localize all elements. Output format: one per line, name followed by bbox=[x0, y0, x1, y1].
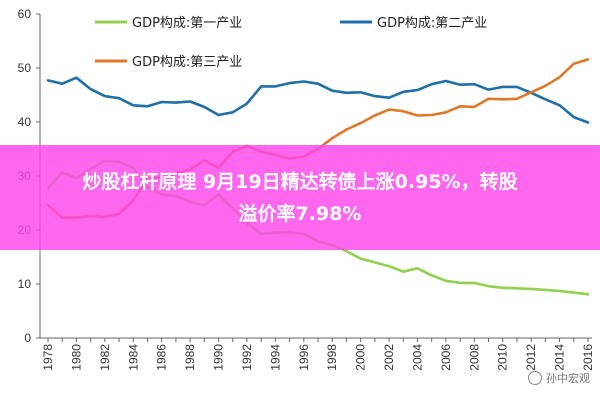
banner-line-1: 炒股杠杆原理 9月19日精达转债上涨0.95%，转股 bbox=[82, 170, 518, 193]
y-tick-label: 10 bbox=[18, 277, 32, 291]
wechat-icon bbox=[528, 371, 542, 385]
x-tick-label: 2006 bbox=[439, 344, 453, 371]
overlay-banner[interactable]: 炒股杠杆原理 9月19日精达转债上涨0.95%，转股 溢价率7.98% bbox=[0, 145, 600, 250]
legend-label: GDP构成:第二产业 bbox=[377, 16, 487, 31]
x-tick-label: 1994 bbox=[268, 344, 282, 371]
x-tick-label: 1978 bbox=[41, 344, 55, 371]
x-tick-label: 1990 bbox=[212, 344, 226, 371]
x-tick-label: 2012 bbox=[524, 344, 538, 371]
y-tick-label: 40 bbox=[18, 115, 32, 129]
y-tick-label: 50 bbox=[18, 61, 32, 75]
legend-label: GDP构成:第三产业 bbox=[132, 55, 242, 70]
x-tick-label: 2014 bbox=[553, 344, 567, 371]
y-tick-label: 60 bbox=[18, 7, 32, 21]
x-tick-label: 1982 bbox=[98, 344, 112, 371]
legend: GDP构成:第一产业 GDP构成:第二产业 GDP构成:第三产业 bbox=[95, 16, 487, 70]
y-tick-label: 0 bbox=[24, 331, 31, 345]
banner-line-2: 溢价率7.98% bbox=[238, 202, 362, 225]
x-tick-label: 1992 bbox=[240, 344, 254, 371]
x-tick-label: 2004 bbox=[410, 344, 424, 371]
watermark: 孙中宏观 bbox=[528, 370, 590, 386]
x-tick-label: 1996 bbox=[297, 344, 311, 371]
x-tick-label: 1988 bbox=[183, 344, 197, 371]
x-tick-label: 2000 bbox=[354, 344, 368, 371]
series-line-2 bbox=[46, 76, 590, 124]
x-tick-label: 1980 bbox=[69, 344, 83, 371]
x-tick-label: 2016 bbox=[581, 344, 595, 371]
x-tick-label: 1998 bbox=[325, 344, 339, 371]
x-tick-label: 1986 bbox=[155, 344, 169, 371]
x-axis: 1978 1980 1982 1984 1986 1988 1990 1992 1994 1996… bbox=[40, 337, 595, 371]
x-tick-label: 2002 bbox=[382, 344, 396, 371]
x-tick-label: 2008 bbox=[467, 344, 481, 371]
legend-label: GDP构成:第一产业 bbox=[132, 16, 242, 31]
x-tick-label: 2010 bbox=[496, 344, 510, 371]
x-tick-label: 1984 bbox=[126, 344, 140, 371]
watermark-text: 孙中宏观 bbox=[546, 372, 590, 385]
